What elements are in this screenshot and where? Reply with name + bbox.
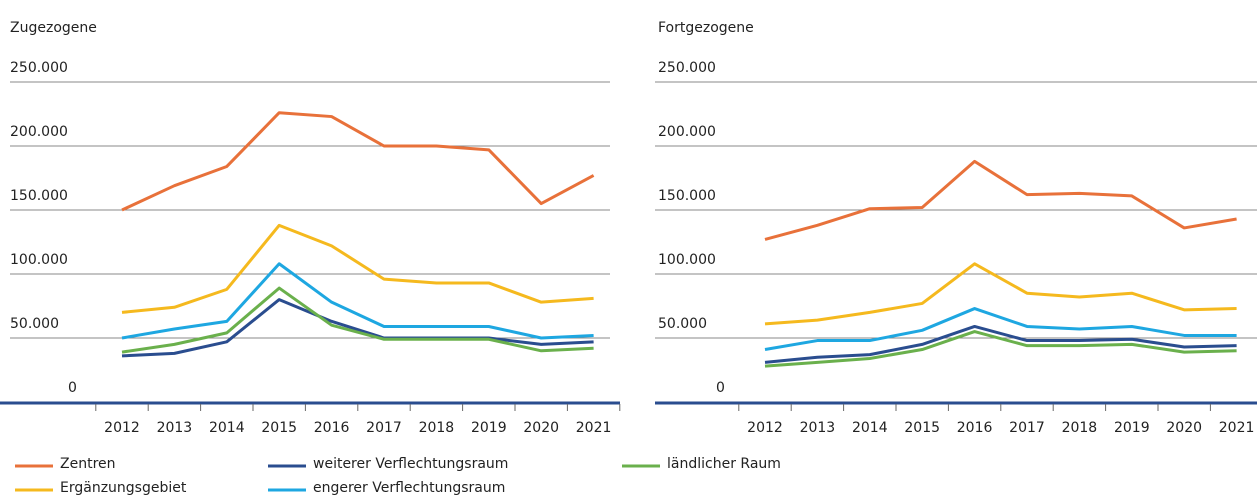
y-tick-label: 0 [716, 380, 725, 396]
y-tick-label: 250.000 [658, 60, 716, 76]
x-tick-label: 2014 [852, 420, 888, 436]
x-tick-label: 2015 [904, 420, 940, 436]
series-line [764, 324, 1237, 364]
y-tick-label: 100.000 [10, 252, 68, 268]
x-tick-label: 2012 [104, 420, 140, 436]
series-line [764, 307, 1237, 351]
y-tick-label: 200.000 [10, 124, 68, 140]
y-tick-label: 150.000 [658, 188, 716, 204]
x-tick-label: 2020 [523, 420, 559, 436]
chart-title: Zugezogene [10, 20, 97, 36]
legend-label: Zentren [60, 456, 116, 472]
x-tick-label: 2013 [800, 420, 836, 436]
x-tick-label: 2014 [209, 420, 245, 436]
x-tick-label: 2017 [366, 420, 402, 436]
y-tick-label: 50.000 [10, 316, 59, 332]
x-tick-label: 2015 [261, 420, 297, 436]
x-tick-label: 2020 [1166, 420, 1202, 436]
y-tick-label: 200.000 [658, 124, 716, 140]
series-line [764, 330, 1237, 368]
x-tick-label: 2021 [576, 420, 612, 436]
x-tick-label: 2019 [1114, 420, 1150, 436]
x-tick-label: 2021 [1219, 420, 1255, 436]
x-tick-label: 2016 [957, 420, 993, 436]
legend-label: Ergänzungsgebiet [60, 480, 187, 496]
x-tick-label: 2017 [1009, 420, 1045, 436]
x-tick-label: 2019 [471, 420, 507, 436]
series-line [121, 286, 594, 354]
y-tick-label: 150.000 [10, 188, 68, 204]
y-tick-label: 100.000 [658, 252, 716, 268]
legend-label: engerer Verflechtungsraum [313, 480, 505, 496]
y-tick-label: 50.000 [658, 316, 707, 332]
x-tick-label: 2018 [419, 420, 455, 436]
series-line [764, 262, 1237, 326]
series-line [121, 298, 594, 358]
y-tick-label: 0 [68, 380, 77, 396]
x-tick-label: 2016 [314, 420, 350, 436]
series-line [121, 262, 594, 340]
chart-title: Fortgezogene [658, 20, 754, 36]
x-tick-label: 2013 [157, 420, 193, 436]
legend-label: ländlicher Raum [667, 456, 781, 472]
y-tick-label: 250.000 [10, 60, 68, 76]
series-line [121, 223, 594, 314]
series-line [764, 159, 1237, 241]
series-line [121, 111, 595, 212]
x-tick-label: 2012 [747, 420, 783, 436]
x-tick-label: 2018 [1062, 420, 1098, 436]
legend-label: weiterer Verflechtungsraum [313, 456, 508, 472]
